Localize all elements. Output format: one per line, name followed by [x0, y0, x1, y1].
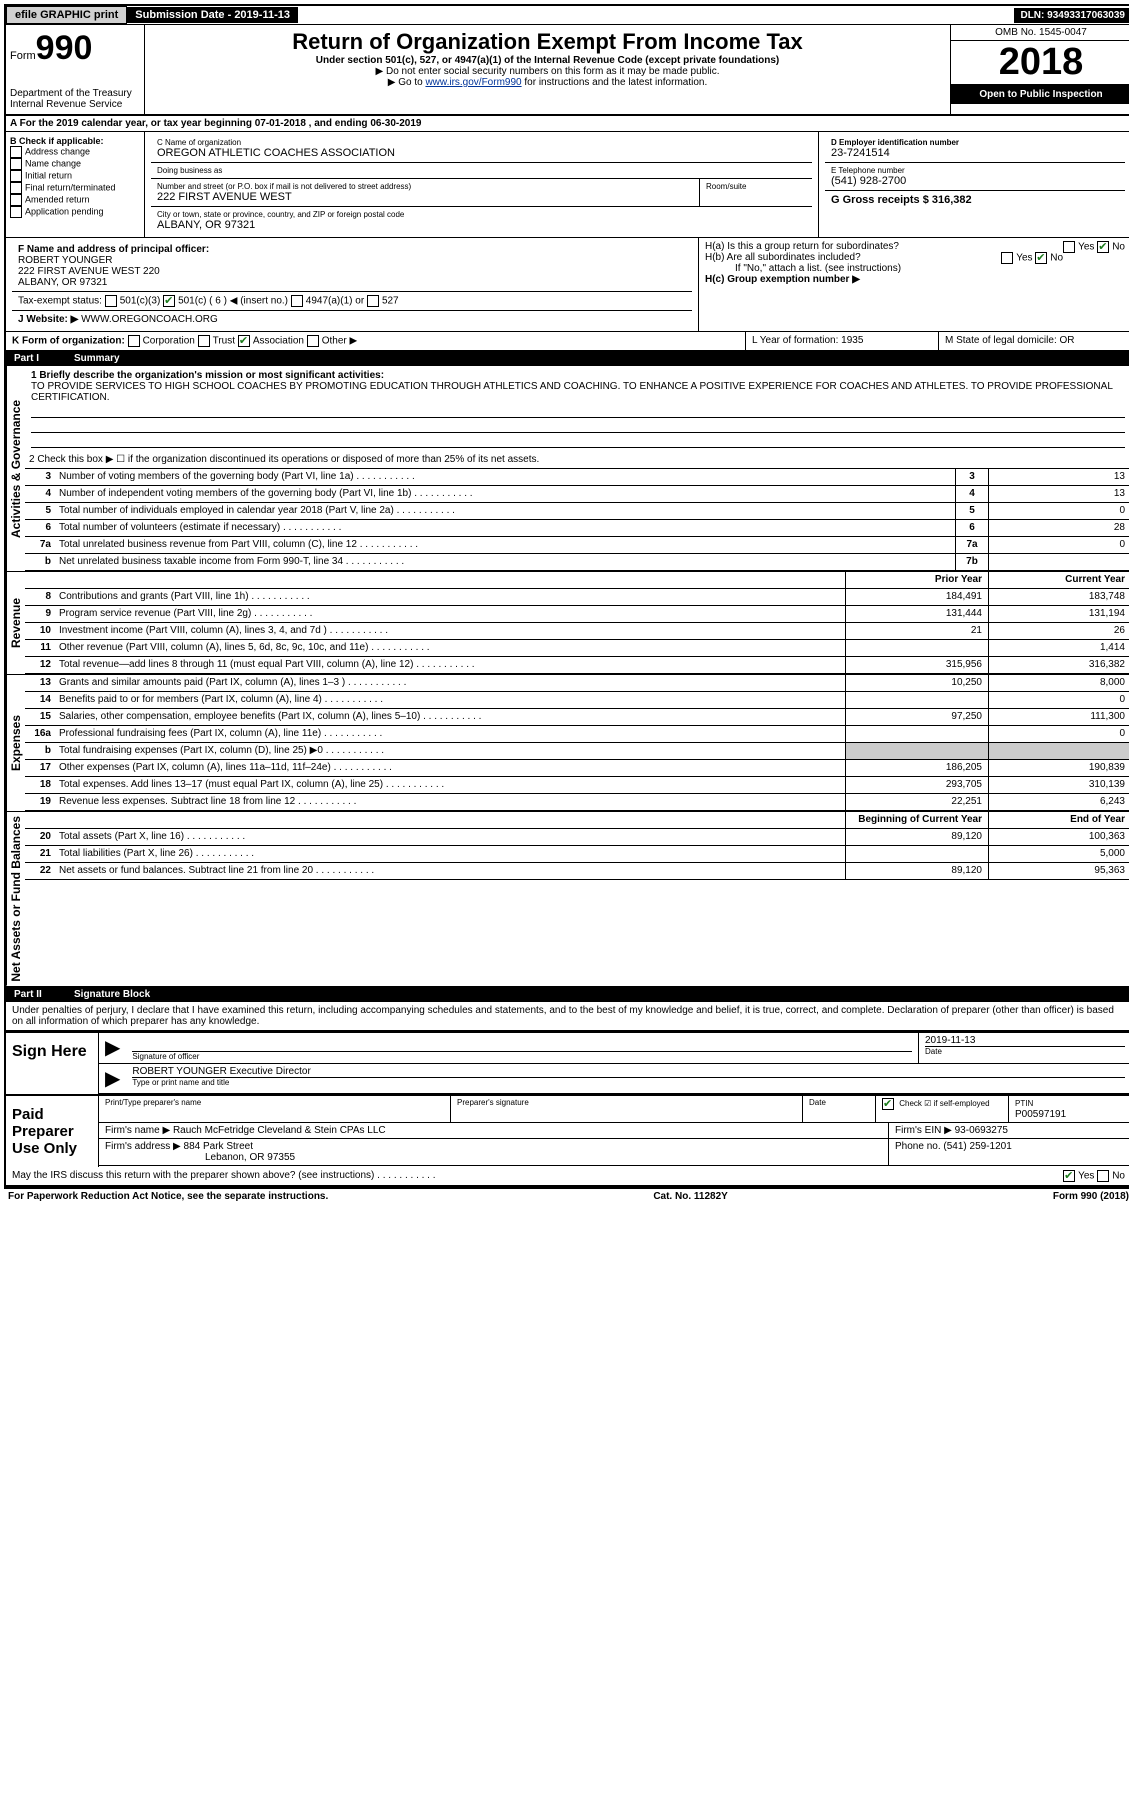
form-container: efile GRAPHIC print Submission Date - 20…	[4, 4, 1129, 1188]
sign-here-label: Sign Here	[6, 1033, 99, 1094]
irs-link[interactable]: www.irs.gov/Form990	[425, 77, 521, 88]
form-title: Return of Organization Exempt From Incom…	[149, 29, 946, 55]
ha-yes[interactable]	[1063, 241, 1075, 253]
section-bcd: B Check if applicable: Address change Na…	[6, 132, 1129, 238]
part1-body: Activities & Governance 1 Briefly descri…	[6, 366, 1129, 571]
line-11: 11Other revenue (Part VIII, column (A), …	[25, 640, 1129, 657]
paid-preparer-section: Paid Preparer Use Only Print/Type prepar…	[6, 1094, 1129, 1167]
section-m: M State of legal domicile: OR	[939, 332, 1129, 350]
line-16a: 16aProfessional fundraising fees (Part I…	[25, 726, 1129, 743]
dln: DLN: 93493317063039	[1014, 8, 1129, 23]
chk-other[interactable]	[307, 335, 319, 347]
sign-here-section: Sign Here ▶ Signature of officer 2019-11…	[6, 1031, 1129, 1094]
org-name-cell: C Name of organization OREGON ATHLETIC C…	[151, 135, 812, 163]
irs-label: Internal Revenue Service	[10, 99, 140, 110]
topbar: efile GRAPHIC print Submission Date - 20…	[6, 6, 1129, 25]
discuss-no[interactable]	[1097, 1170, 1109, 1182]
chk-assoc[interactable]	[238, 335, 250, 347]
form-subtitle: Under section 501(c), 527, or 4947(a)(1)…	[149, 55, 946, 66]
section-f: F Name and address of principal officer:…	[12, 241, 692, 291]
chk-501c3[interactable]	[105, 295, 117, 307]
line-b: bNet unrelated business taxable income f…	[25, 554, 1129, 571]
line-12: 12Total revenue—add lines 8 through 11 (…	[25, 657, 1129, 674]
line-13: 13Grants and similar amounts paid (Part …	[25, 675, 1129, 692]
vert-revenue: Revenue	[6, 572, 25, 674]
col-headers-rev: Prior Year Current Year	[25, 572, 1129, 589]
open-public: Open to Public Inspection	[951, 85, 1129, 104]
hb-yes[interactable]	[1001, 252, 1013, 264]
vert-netassets: Net Assets or Fund Balances	[6, 812, 25, 986]
chk-4947[interactable]	[291, 295, 303, 307]
chk-initial-return[interactable]	[10, 170, 22, 182]
line-15: 15Salaries, other compensation, employee…	[25, 709, 1129, 726]
row-a-tax-year: A For the 2019 calendar year, or tax yea…	[6, 116, 1129, 132]
chk-final-return[interactable]	[10, 182, 22, 194]
chk-application-pending[interactable]	[10, 206, 22, 218]
efile-print-button[interactable]: efile GRAPHIC print	[6, 6, 127, 24]
revenue-block: Revenue Prior Year Current Year 8Contrib…	[6, 571, 1129, 675]
paid-prep-label: Paid Preparer Use Only	[6, 1096, 99, 1167]
goto-note: Go to www.irs.gov/Form990 for instructio…	[149, 77, 946, 88]
ssn-note: Do not enter social security numbers on …	[149, 66, 946, 77]
chk-501c[interactable]	[163, 295, 175, 307]
vert-expenses: Expenses	[6, 675, 25, 811]
mission-block: 1 Briefly describe the organization's mi…	[25, 366, 1129, 452]
chk-trust[interactable]	[198, 335, 210, 347]
chk-corp[interactable]	[128, 335, 140, 347]
chk-527[interactable]	[367, 295, 379, 307]
line-18: 18Total expenses. Add lines 13–17 (must …	[25, 777, 1129, 794]
line-14: 14Benefits paid to or for members (Part …	[25, 692, 1129, 709]
line-10: 10Investment income (Part VIII, column (…	[25, 623, 1129, 640]
part2-header: Part IISignature Block	[6, 987, 1129, 1002]
dept-treasury: Department of the Treasury	[10, 88, 140, 99]
hb-no[interactable]	[1035, 252, 1047, 264]
section-f-h: F Name and address of principal officer:…	[6, 238, 1129, 332]
line-17: 17Other expenses (Part IX, column (A), l…	[25, 760, 1129, 777]
tax-year: 2018	[951, 41, 1129, 85]
line-19: 19Revenue less expenses. Subtract line 1…	[25, 794, 1129, 811]
form-number: Form990	[10, 29, 140, 68]
omb-number: OMB No. 1545-0047	[951, 25, 1129, 41]
line-8: 8Contributions and grants (Part VIII, li…	[25, 589, 1129, 606]
chk-amended[interactable]	[10, 194, 22, 206]
line-7a: 7aTotal unrelated business revenue from …	[25, 537, 1129, 554]
vert-activities: Activities & Governance	[6, 366, 25, 571]
section-h: H(a) Is this a group return for subordin…	[699, 238, 1129, 331]
discuss-yes[interactable]	[1063, 1170, 1075, 1182]
city-cell: City or town, state or province, country…	[151, 207, 812, 234]
line-b: bTotal fundraising expenses (Part IX, co…	[25, 743, 1129, 760]
line-9: 9Program service revenue (Part VIII, lin…	[25, 606, 1129, 623]
discuss-row: May the IRS discuss this return with the…	[6, 1167, 1129, 1186]
chk-name-change[interactable]	[10, 158, 22, 170]
chk-self-employed[interactable]	[882, 1098, 894, 1110]
expenses-block: Expenses 13Grants and similar amounts pa…	[6, 675, 1129, 812]
line-5: 5Total number of individuals employed in…	[25, 503, 1129, 520]
section-d: D Employer identification number 23-7241…	[818, 132, 1129, 237]
address-cell: Number and street (or P.O. box if mail i…	[151, 179, 812, 207]
line-21: 21Total liabilities (Part X, line 26)5,0…	[25, 846, 1129, 863]
line-20: 20Total assets (Part X, line 16)89,12010…	[25, 829, 1129, 846]
footer: For Paperwork Reduction Act Notice, see …	[4, 1188, 1129, 1204]
line-4: 4Number of independent voting members of…	[25, 486, 1129, 503]
website-row: J Website: ▶ WWW.OREGONCOACH.ORG	[12, 311, 692, 328]
netassets-block: Net Assets or Fund Balances Beginning of…	[6, 812, 1129, 987]
ha-no[interactable]	[1097, 241, 1109, 253]
section-klm: K Form of organization: Corporation Trus…	[6, 332, 1129, 351]
submission-date: Submission Date - 2019-11-13	[127, 7, 298, 23]
part1-header: Part ISummary	[6, 351, 1129, 366]
section-l: L Year of formation: 1935	[746, 332, 939, 350]
form-header: Form990 Department of the Treasury Inter…	[6, 25, 1129, 116]
line-22: 22Net assets or fund balances. Subtract …	[25, 863, 1129, 880]
declaration: Under penalties of perjury, I declare th…	[6, 1002, 1129, 1031]
line-3: 3Number of voting members of the governi…	[25, 469, 1129, 486]
col-headers-net: Beginning of Current Year End of Year	[25, 812, 1129, 829]
line-6: 6Total number of volunteers (estimate if…	[25, 520, 1129, 537]
tax-exempt-status: Tax-exempt status: 501(c)(3) 501(c) ( 6 …	[12, 291, 692, 311]
section-b: B Check if applicable: Address change Na…	[6, 132, 145, 237]
line-2: 2 Check this box ▶ ☐ if the organization…	[25, 452, 1129, 469]
chk-address-change[interactable]	[10, 146, 22, 158]
dba-cell: Doing business as	[151, 163, 812, 179]
